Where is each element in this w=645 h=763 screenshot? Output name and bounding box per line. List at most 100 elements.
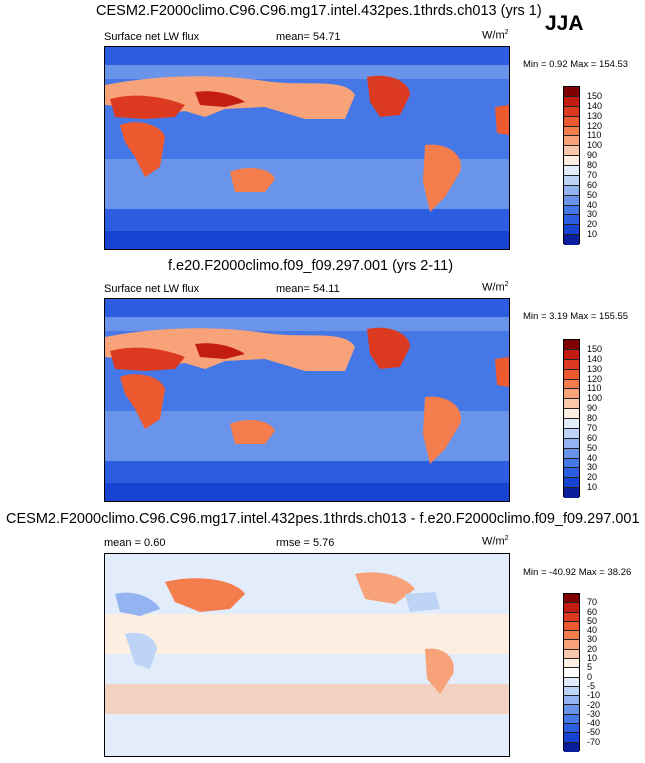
colorbar-tick-label: 70 xyxy=(587,597,598,608)
colorbar-tick-label: -30 xyxy=(587,708,601,719)
colorbar-tick-label: 40 xyxy=(587,199,598,210)
panel3-tropical-band xyxy=(105,614,509,654)
colorbar-tick-label: 150 xyxy=(587,90,603,101)
colorbar-tick-label: 10 xyxy=(587,229,598,240)
colorbar-swatch xyxy=(564,235,579,245)
panel1-mean-label: mean= 54.71 xyxy=(276,31,341,43)
panel2-central-asia xyxy=(195,343,245,359)
colorbar-swatch xyxy=(564,448,579,459)
colorbar-tick-label: 30 xyxy=(587,462,598,473)
panel1-units: W/m2 xyxy=(482,29,509,42)
panel1-arctic-band xyxy=(105,47,509,65)
colorbar-swatch xyxy=(564,96,579,107)
panel1-australia xyxy=(230,167,275,192)
colorbar-tick-label: 40 xyxy=(587,452,598,463)
panel2-southern-ocean-band xyxy=(105,461,509,483)
colorbar-tick-label: 60 xyxy=(587,179,598,190)
colorbar-swatch xyxy=(564,369,579,380)
colorbar-swatch xyxy=(564,389,579,400)
panel3-units-text: W/m xyxy=(482,535,505,548)
colorbar-swatch xyxy=(564,438,579,449)
colorbar-tick-label: 10 xyxy=(587,653,598,664)
colorbar-swatch xyxy=(564,195,579,206)
panel1-variable-label: Surface net LW flux xyxy=(104,31,200,43)
panel1-antarctic-band xyxy=(105,231,509,249)
colorbar-swatch xyxy=(564,166,579,176)
panel1-central-asia xyxy=(195,91,245,107)
colorbar-swatch xyxy=(564,631,579,641)
colorbar-swatch xyxy=(564,156,579,166)
panel1-africa xyxy=(120,122,165,177)
colorbar-swatch xyxy=(564,215,579,226)
colorbar-tick-label: 150 xyxy=(587,343,603,354)
colorbar-swatch xyxy=(564,126,579,137)
colorbar-swatch xyxy=(564,359,579,370)
panel1-units-text: W/m xyxy=(482,29,505,42)
panel2-mean-label: mean= 54.11 xyxy=(276,283,340,295)
panel2-minmax: Min = 3.19 Max = 155.55 xyxy=(523,311,629,322)
panel2-map xyxy=(104,298,510,502)
colorbar-tick-label: 130 xyxy=(587,110,603,121)
colorbar-swatch xyxy=(564,488,579,498)
colorbar-tick-label: -50 xyxy=(587,727,601,738)
colorbar-swatch xyxy=(564,419,579,429)
panel3-south-band xyxy=(105,684,509,714)
colorbar-swatch xyxy=(564,468,579,479)
panel3-map xyxy=(104,553,510,757)
season-label: JJA xyxy=(545,12,584,35)
colorbar-swatch xyxy=(564,428,579,439)
colorbar-tick-label: -70 xyxy=(587,736,601,747)
colorbar-tick-label: -20 xyxy=(587,699,601,710)
colorbar-tick-label: 50 xyxy=(587,189,598,200)
colorbar-tick-label: 0 xyxy=(587,671,593,682)
colorbar-swatch xyxy=(564,594,579,604)
colorbar-tick-label: 20 xyxy=(587,643,598,654)
panel2-australia xyxy=(230,419,275,444)
colorbar-tick-label: 60 xyxy=(587,432,598,443)
colorbar-swatch xyxy=(564,723,579,734)
panel3-asia-warm xyxy=(165,578,245,612)
panel3-north-america-warm xyxy=(355,572,415,604)
panel1-minmax: Min = 0.92 Max = 154.53 xyxy=(523,59,629,70)
panel2-sahara xyxy=(110,347,185,371)
colorbar-tick-label: 40 xyxy=(587,625,598,636)
panel3-mean-label: mean = 0.60 xyxy=(104,537,166,549)
colorbar-swatch xyxy=(564,677,579,687)
colorbar-tick-label: 110 xyxy=(587,383,602,394)
colorbar-tick-label: 140 xyxy=(587,100,603,111)
panel2-map-svg xyxy=(105,299,509,501)
panel2-north-band xyxy=(105,317,509,331)
colorbar-swatch xyxy=(564,379,579,390)
panel3-colorbar xyxy=(563,593,580,752)
colorbar-tick-label: 60 xyxy=(587,606,598,617)
colorbar-swatch xyxy=(564,621,579,632)
colorbar-tick-label: 90 xyxy=(587,403,598,414)
panel2-antarctic-band xyxy=(105,483,509,501)
panel1-north-band xyxy=(105,65,509,79)
panel3-map-svg xyxy=(105,554,509,756)
colorbar-swatch xyxy=(564,458,579,469)
panel3-units: W/m2 xyxy=(482,535,509,548)
colorbar-swatch xyxy=(564,714,579,724)
panel3-rmse-label: rmse = 5.76 xyxy=(276,537,335,549)
colorbar-swatch xyxy=(564,696,579,706)
colorbar-swatch xyxy=(564,106,579,117)
colorbar-swatch xyxy=(564,742,579,752)
colorbar-swatch xyxy=(564,136,579,147)
colorbar-tick-label: 5 xyxy=(587,662,593,673)
panel2-arctic-band xyxy=(105,299,509,317)
colorbar-swatch xyxy=(564,686,579,697)
colorbar-tick-label: 50 xyxy=(587,442,598,453)
colorbar-swatch xyxy=(564,87,579,97)
panel2-title: f.e20.F2000climo.f09_f09.297.001 (yrs 2-… xyxy=(168,258,454,274)
colorbar-tick-label: 120 xyxy=(587,373,603,384)
panel3-antarctic-band xyxy=(105,714,509,756)
colorbar-swatch xyxy=(564,409,579,419)
colorbar-swatch xyxy=(564,225,579,236)
colorbar-tick-label: 30 xyxy=(587,209,598,220)
panel1-map-svg xyxy=(105,47,509,249)
colorbar-tick-label: 50 xyxy=(587,615,598,626)
colorbar-tick-label: -10 xyxy=(587,690,601,701)
colorbar-swatch xyxy=(564,733,579,743)
panel2-units: W/m2 xyxy=(482,281,509,294)
